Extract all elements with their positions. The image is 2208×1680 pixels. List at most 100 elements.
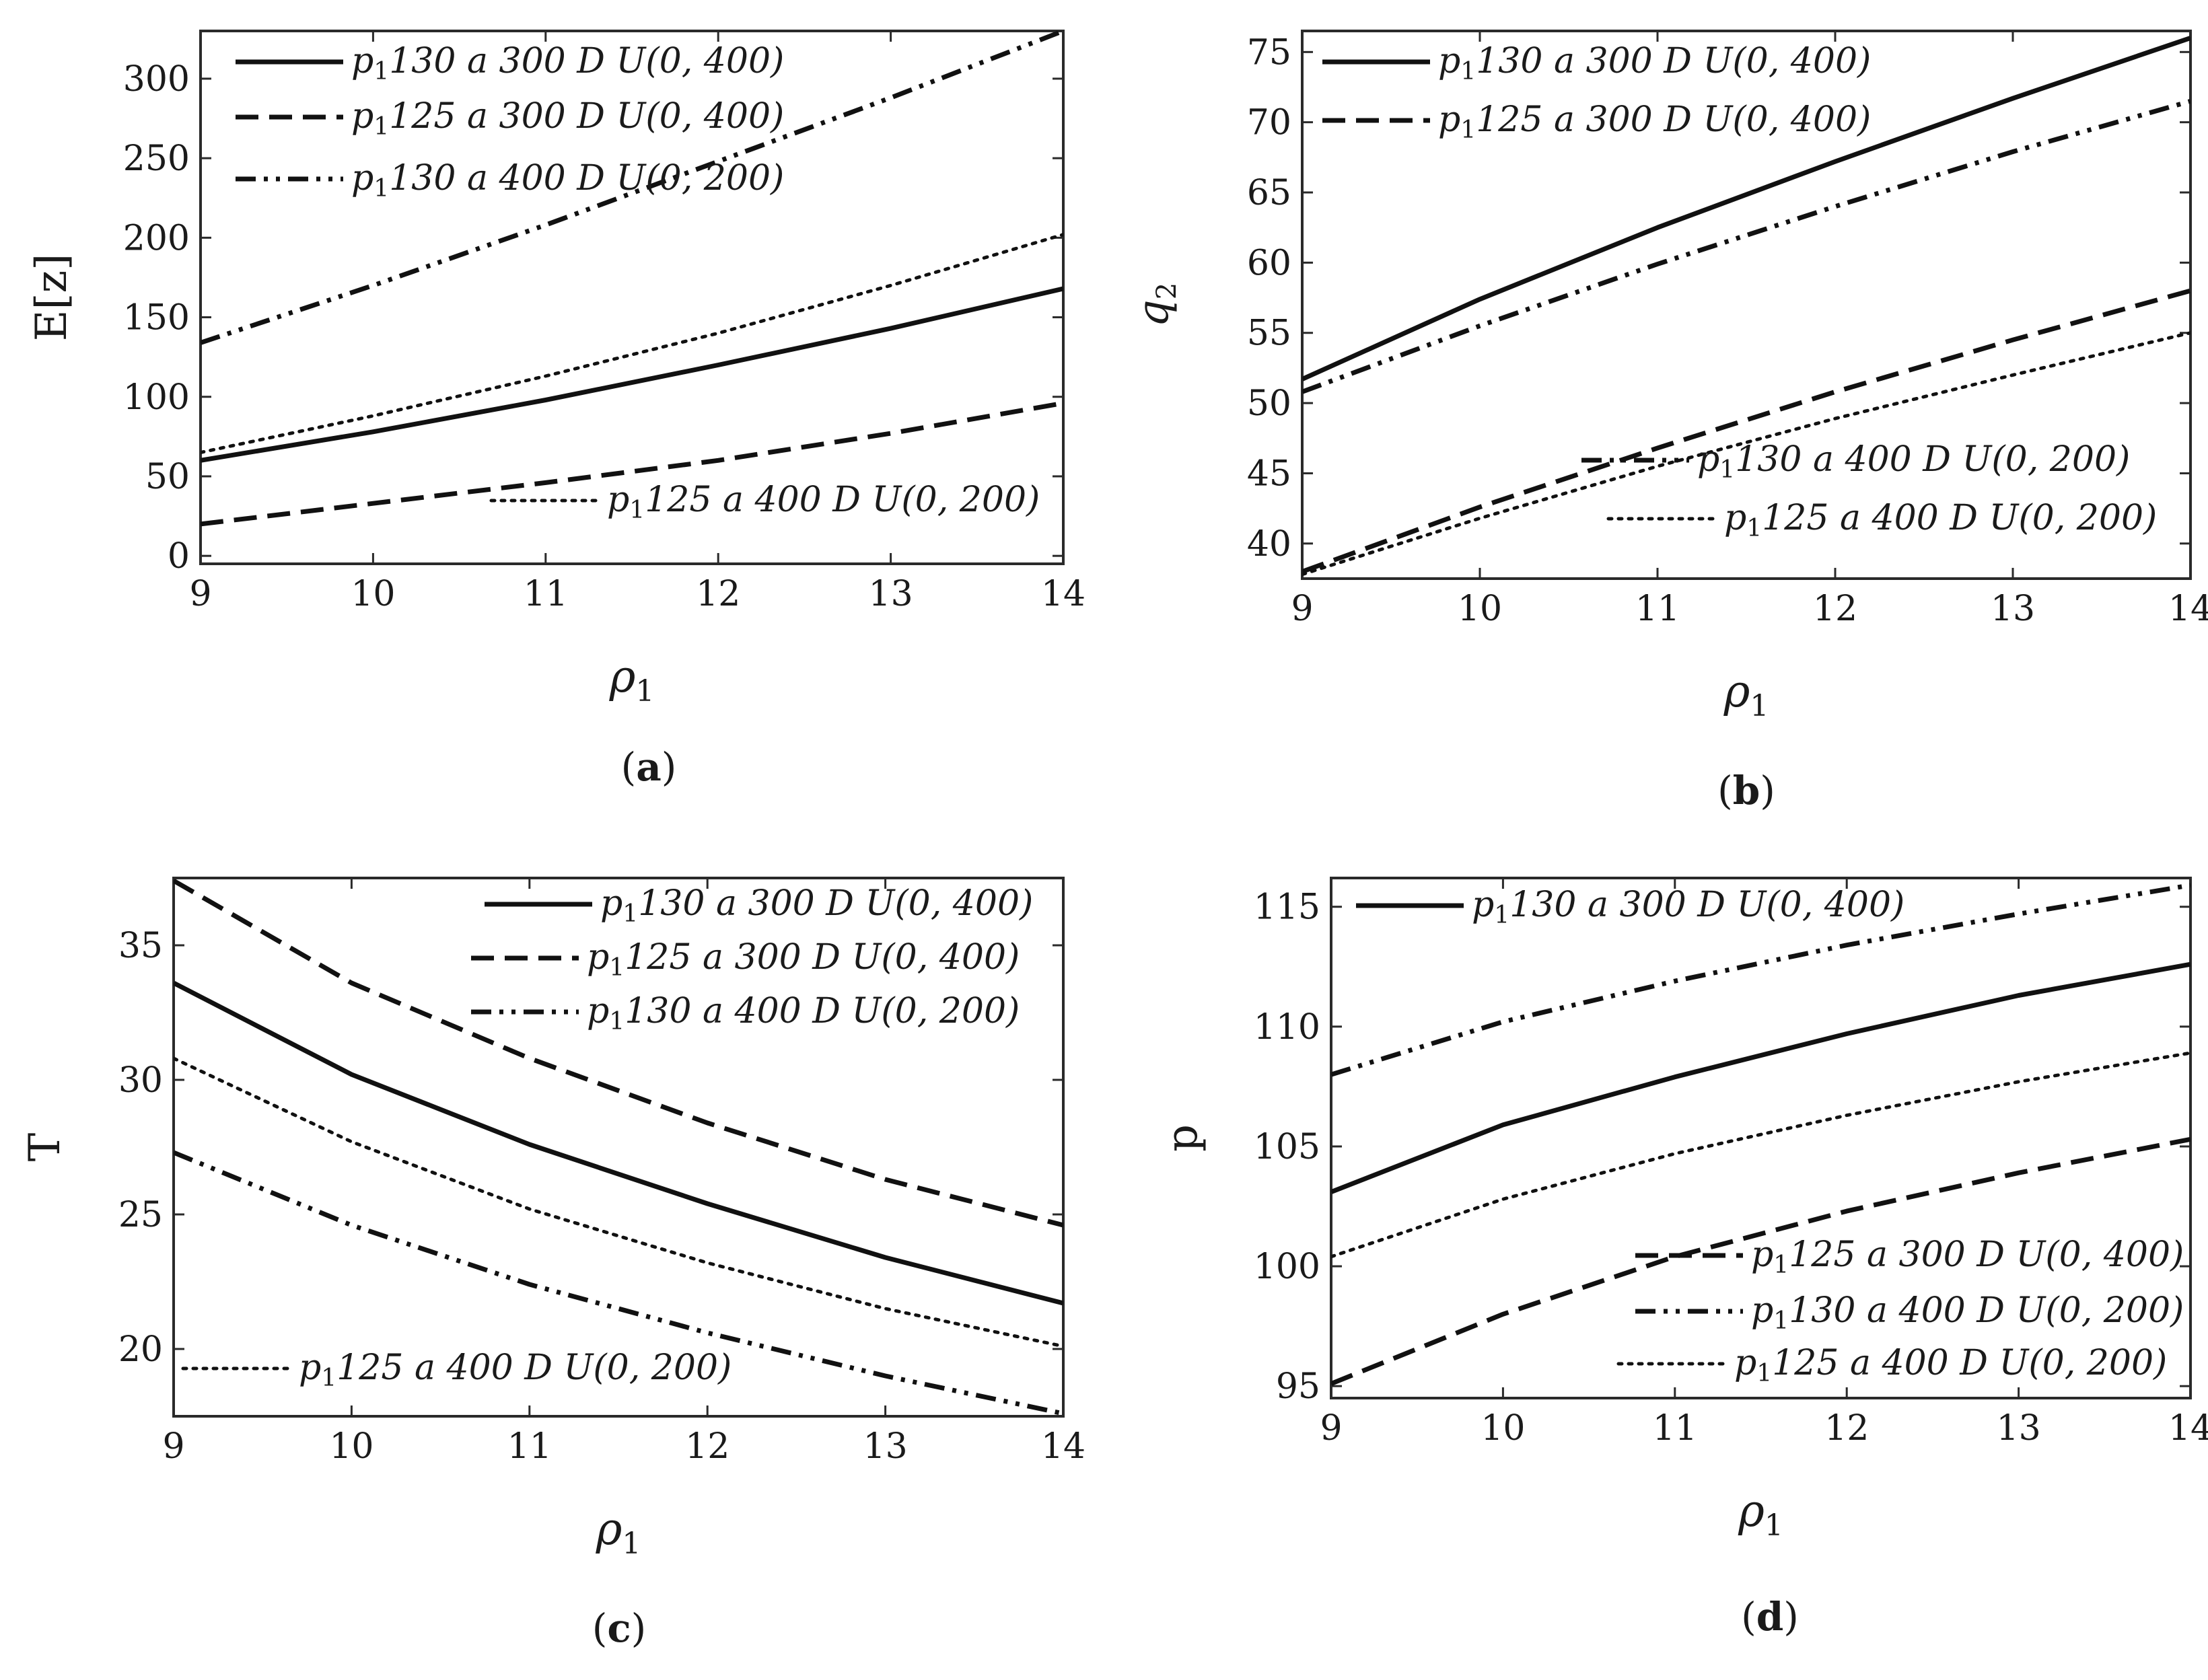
- y-tick-label: 45: [1247, 453, 1291, 494]
- x-tick-label: 14: [2168, 1408, 2208, 1449]
- series-line-s4: [174, 1056, 1063, 1348]
- legend-entry-s3: p1130 a 400 D U(0, 200): [1635, 1290, 2184, 1335]
- legend-entry-s3: p1130 a 400 D U(0, 200): [471, 991, 1020, 1035]
- y-tick-label: 30: [118, 1060, 163, 1101]
- x-axis-label: ρ1: [596, 1503, 641, 1561]
- series-line-s1: [174, 980, 1063, 1306]
- legend-label: p1130 a 300 D U(0, 400): [600, 883, 1033, 928]
- x-tick-label: 11: [524, 574, 568, 614]
- panel-caption: (c): [592, 1605, 647, 1651]
- y-axis-label: p: [1158, 1124, 1207, 1152]
- x-axis-label: ρ1: [1738, 1485, 1783, 1543]
- x-tick-label: 13: [1997, 1408, 2041, 1449]
- legend-entry-s1: p1130 a 300 D U(0, 400): [236, 41, 784, 85]
- y-tick-label: 110: [1254, 1007, 1320, 1048]
- legend-label: p1130 a 300 D U(0, 400): [1472, 885, 1904, 929]
- panel-c: 9 10 11 12 13 14 20 25 30 35 Tρ1 p1130 a 300 D U(0,…: [20, 877, 1085, 1651]
- series-line-s4: [201, 233, 1063, 454]
- legend-entry-s1: p1130 a 300 D U(0, 400): [1356, 885, 1904, 929]
- legend-label: p1125 a 300 D U(0, 400): [351, 96, 784, 141]
- legend-entry-s2: p1125 a 300 D U(0, 400): [1322, 100, 1871, 144]
- x-tick-label: 14: [1041, 1426, 1085, 1467]
- panel-b: 9 10 11 12 13 14 40 45 50 55 60 65 70 75 q2 ρ1 p1130 a 3…: [1129, 30, 2208, 813]
- series-line-s1: [1331, 961, 2191, 1194]
- series-line-s4: [1302, 331, 2191, 577]
- x-tick-label: 10: [329, 1426, 373, 1467]
- x-tick-label: 10: [1481, 1408, 1525, 1449]
- y-tick-label: 50: [1247, 384, 1291, 424]
- series-line-s3: [1331, 883, 2191, 1077]
- y-tick-label: 55: [1247, 314, 1291, 354]
- series-line-s1: [201, 286, 1063, 463]
- legend-entry-s1: p1130 a 300 D U(0, 400): [1322, 41, 1871, 85]
- y-axis-label: q2: [1129, 283, 1182, 327]
- series-line-s3: [201, 31, 1063, 345]
- panel-d: 9 10 11 12 13 14 95 100 105 110 115 p ρ1 p1130 a 300 …: [1158, 877, 2208, 1640]
- x-tick-label: 11: [1653, 1408, 1697, 1449]
- y-tick-label: 105: [1254, 1127, 1320, 1167]
- legend-label: p1130 a 400 D U(0, 200): [587, 991, 1020, 1035]
- y-axis-label: E[z]: [27, 254, 77, 341]
- legend-entry-s4: p1125 a 400 D U(0, 200): [1616, 1343, 2167, 1387]
- x-tick-label: 13: [869, 574, 913, 614]
- panel-a: 9 10 11 12 13 14 0 50 100 150 200 250 300 E[z] ρ1 p1130…: [27, 30, 1085, 790]
- x-tick-label: 11: [507, 1426, 552, 1467]
- legend-entry-s4: p1125 a 400 D U(0, 200): [1606, 498, 2157, 542]
- y-tick-label: 250: [123, 139, 190, 179]
- series-line-s3: [1302, 99, 2191, 394]
- y-tick-label: 100: [123, 377, 190, 418]
- legend-label: p1125 a 300 D U(0, 400): [1751, 1235, 2184, 1279]
- legend-label: p1125 a 300 D U(0, 400): [1438, 100, 1871, 144]
- series-line-s2: [1302, 288, 2191, 574]
- x-axis-label: ρ1: [1723, 665, 1769, 723]
- legend-label: p1130 a 400 D U(0, 200): [351, 158, 784, 203]
- y-tick-label: 300: [123, 59, 190, 100]
- legend-label: p1130 a 400 D U(0, 200): [1697, 439, 2130, 484]
- x-axis-label: ρ1: [609, 651, 655, 708]
- legend-entry-s3: p1130 a 400 D U(0, 200): [1581, 439, 2130, 484]
- legend-label: p1125 a 400 D U(0, 200): [607, 480, 1040, 524]
- x-tick-label: 10: [1458, 589, 1502, 629]
- series-line-s2: [174, 878, 1063, 1228]
- x-tick-label: 14: [2168, 589, 2208, 629]
- y-axis-label: T: [20, 1132, 70, 1161]
- y-tick-label: 60: [1247, 243, 1291, 283]
- legend-entry-s2: p1125 a 300 D U(0, 400): [1635, 1235, 2184, 1279]
- y-tick-label: 100: [1254, 1247, 1320, 1287]
- legend-label: p1130 a 300 D U(0, 400): [351, 41, 784, 85]
- plot-frame: [1301, 30, 2192, 580]
- x-tick-label: 9: [189, 574, 211, 614]
- legend-label: p1125 a 400 D U(0, 200): [1734, 1343, 2167, 1387]
- panel-caption: (b): [1717, 768, 1775, 813]
- panel-caption: (d): [1741, 1594, 1799, 1640]
- legend-label: p1130 a 400 D U(0, 200): [1751, 1290, 2184, 1335]
- x-tick-label: 12: [696, 574, 740, 614]
- legend-entry-s3: p1130 a 400 D U(0, 200): [236, 158, 784, 203]
- x-tick-label: 10: [351, 574, 395, 614]
- legend-entry-s2: p1125 a 300 D U(0, 400): [236, 96, 784, 141]
- plot-frame: [1330, 877, 2192, 1399]
- y-tick-label: 75: [1247, 32, 1291, 73]
- series-line-s2: [1331, 1136, 2191, 1386]
- y-tick-label: 95: [1276, 1366, 1320, 1407]
- y-tick-label: 115: [1254, 887, 1320, 928]
- y-tick-label: 40: [1247, 524, 1291, 564]
- panel-caption: (a): [621, 744, 677, 790]
- x-tick-label: 11: [1635, 589, 1680, 629]
- series-line-s4: [1331, 1051, 2191, 1259]
- x-tick-label: 12: [685, 1426, 729, 1467]
- x-tick-label: 14: [1041, 574, 1085, 614]
- y-tick-label: 35: [118, 926, 163, 966]
- y-tick-label: 65: [1247, 173, 1291, 213]
- series-line-s2: [201, 400, 1063, 527]
- x-tick-label: 12: [1813, 589, 1857, 629]
- plot-frame: [172, 877, 1065, 1418]
- plot-frame: [199, 30, 1065, 565]
- y-tick-label: 70: [1247, 103, 1291, 143]
- legend-label: p1125 a 400 D U(0, 200): [1724, 498, 2157, 542]
- x-tick-label: 9: [1291, 589, 1313, 629]
- series-line-s3: [174, 1150, 1063, 1416]
- y-tick-label: 150: [123, 298, 190, 338]
- legend-entry-s1: p1130 a 300 D U(0, 400): [485, 883, 1033, 928]
